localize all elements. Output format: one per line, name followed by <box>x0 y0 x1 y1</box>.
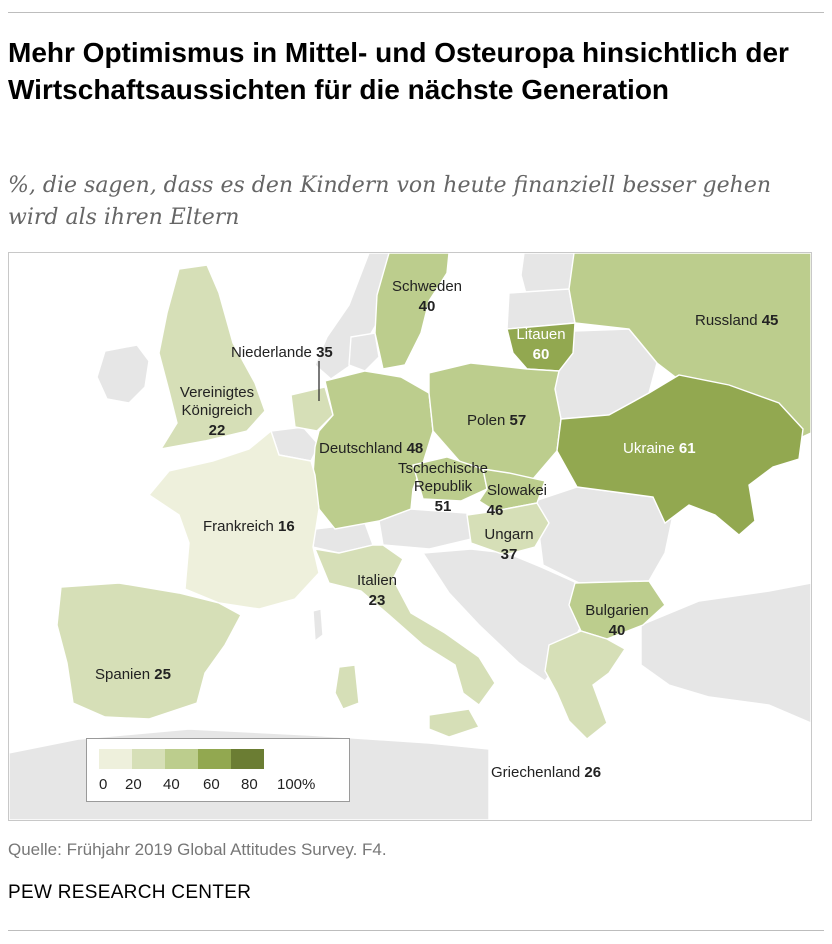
label-niederlande: Niederlande 35 <box>231 344 333 361</box>
country-uk <box>158 264 266 450</box>
value-bulgarien: 40 <box>609 622 626 639</box>
legend-swatch-80-100 <box>231 749 264 769</box>
corsica <box>312 608 324 643</box>
country-frankreich <box>147 429 320 610</box>
value-uk: 22 <box>209 422 226 439</box>
country-bulgarien <box>568 580 666 640</box>
map-frame: Schweden 40 Litauen 60 Russland 45 Niede… <box>8 252 812 821</box>
legend-tick-0: 0 <box>99 776 108 793</box>
country-italien-sicily <box>428 708 481 738</box>
value-italien: 23 <box>369 592 386 609</box>
legend-swatch-20-40 <box>132 749 165 769</box>
org-name: PEW RESEARCH CENTER <box>8 882 252 903</box>
label-uk-1: Vereinigtes <box>180 384 254 401</box>
label-ungarn: Ungarn <box>484 526 533 543</box>
label-deutschland: Deutschland 48 <box>319 440 423 457</box>
denmark <box>348 332 380 372</box>
label-spanien: Spanien 25 <box>95 666 171 683</box>
estonia-latvia <box>506 288 576 330</box>
country-italien <box>313 544 496 706</box>
source-note: Quelle: Frühjahr 2019 Global Attitudes S… <box>8 840 387 859</box>
value-slowakei: 46 <box>487 502 504 519</box>
country-ungarn <box>466 502 550 556</box>
country-ukraine <box>556 374 804 536</box>
country-griechenland <box>544 630 627 740</box>
legend-tick-80: 80 <box>241 776 258 793</box>
europe-map: Schweden 40 Litauen 60 Russland 45 Niede… <box>9 253 811 820</box>
label-litauen: Litauen <box>516 326 565 343</box>
label-slowakei: Slowakei <box>487 482 547 499</box>
label-tschechien-2: Republik <box>414 478 473 495</box>
label-russland: Russland 45 <box>695 312 778 329</box>
top-rule <box>8 12 824 13</box>
label-uk-2: Königreich <box>182 402 253 419</box>
label-bulgarien: Bulgarien <box>585 602 648 619</box>
legend-tick-20: 20 <box>125 776 142 793</box>
label-griechenland: Griechenland 26 <box>491 764 601 781</box>
legend-swatch-40-60 <box>165 749 198 769</box>
legend-tick-40: 40 <box>163 776 180 793</box>
label-ukraine: Ukraine 61 <box>623 440 696 457</box>
legend-swatch-60-80 <box>198 749 231 769</box>
romania-moldova <box>534 486 674 584</box>
bottom-rule <box>8 930 824 931</box>
label-frankreich: Frankreich 16 <box>203 518 295 535</box>
label-polen: Polen 57 <box>467 412 526 429</box>
chart-subtitle: %, die sagen, dass es den Kindern von he… <box>8 173 772 230</box>
value-schweden: 40 <box>419 298 436 315</box>
ireland <box>96 344 150 404</box>
turkey <box>640 582 811 724</box>
legend-tick-60: 60 <box>203 776 220 793</box>
country-schweden <box>374 253 450 370</box>
color-legend: 0 20 40 60 80 100% <box>86 738 350 802</box>
country-deutschland <box>312 370 434 530</box>
label-schweden: Schweden <box>392 278 462 295</box>
value-litauen: 60 <box>533 346 550 363</box>
chart-title: Mehr Optimismus in Mittel- und Osteuropa… <box>8 37 789 105</box>
legend-swatch-0-20 <box>99 749 132 769</box>
country-italien-sardinia <box>334 664 360 710</box>
country-spanien <box>56 582 242 720</box>
label-tschechien-1: Tschechische <box>398 460 488 477</box>
value-tschechien: 51 <box>435 498 452 515</box>
label-italien: Italien <box>357 572 397 589</box>
legend-tick-100: 100% <box>277 776 316 793</box>
value-ungarn: 37 <box>501 546 518 563</box>
